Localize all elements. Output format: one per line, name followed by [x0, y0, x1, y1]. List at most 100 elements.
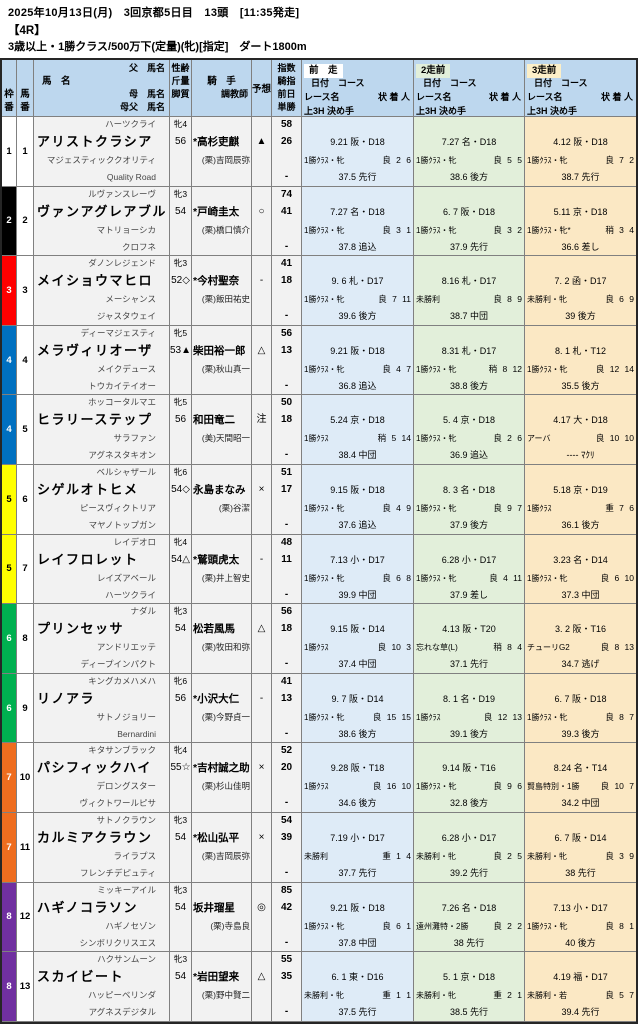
index-cell: 56 18 -	[272, 604, 302, 674]
frame-cell: 7	[2, 812, 17, 883]
run-date-course: 4.17 大・D18	[553, 415, 608, 426]
horse-number: 8	[22, 632, 28, 644]
sire-name: ダノンレジェンド	[88, 258, 156, 269]
frame-number: 6	[6, 632, 12, 644]
run-last3f: 38.5 先行	[449, 1007, 489, 1018]
run2-cell: 7.27 名・D18 1勝ｸﾗｽ・牝 良 5 5 38.6 後方	[414, 117, 525, 187]
run-race-name: 1勝ｸﾗｽ・牝	[304, 225, 345, 235]
jockey-name: *岩田望来	[193, 971, 240, 984]
run-race-name: 未勝利・牝	[416, 851, 456, 861]
sire-name: ホッコータルマエ	[87, 397, 156, 408]
frame-number: 7	[6, 841, 12, 853]
prediction-mark: △	[257, 971, 266, 983]
run-last3f: 39.1 後方	[449, 728, 489, 739]
table-row: 7 11 サトノクラウン カルミアクラウン ライラプス フレンチデピュティ 牝3…	[2, 812, 636, 883]
horse-number-cell: 6	[17, 464, 34, 535]
horse-number-cell: 2	[17, 186, 34, 257]
run-result: 稍 8 4	[493, 642, 522, 653]
run-date-course: 8. 1 名・D19	[442, 693, 496, 704]
speed-index: 52	[280, 745, 293, 757]
run-race-name: 1勝ｸﾗｽ	[304, 643, 329, 653]
run-result: 重 1 4	[382, 850, 411, 861]
run-result: 良 2 2	[493, 920, 522, 931]
trainer-name: (栗)杉山佳明	[201, 781, 250, 792]
frame-number: 1	[6, 145, 12, 157]
profile-cell: 牝3 52◇	[170, 256, 192, 326]
win-odds: -	[284, 171, 289, 182]
run-result: 良 8 1	[605, 920, 634, 931]
run-last3f: 38.6 後方	[338, 728, 377, 739]
frame-cell: 2	[2, 186, 17, 257]
horse-number-cell: 8	[17, 604, 34, 674]
frame-number: 7	[6, 772, 12, 784]
run-last3f: 39.9 中団	[338, 589, 377, 600]
jockey-index: 39	[280, 831, 293, 843]
damsire-name: シンボリクリスエス	[79, 937, 156, 948]
horse-number: 10	[19, 772, 31, 784]
jockey-cell: 松若風馬 (栗)牧田和弥	[192, 604, 252, 674]
damsire-name: アグネスデジタル	[88, 1007, 156, 1018]
horse-number-column-header: 馬 番	[17, 60, 34, 117]
frame-number: 2	[6, 215, 12, 227]
table-row: 3 3 ダノンレジェンド メイショウマヒロ メーシャンス ジャスタウェイ 牝3 …	[2, 256, 636, 326]
run3-cell: 7. 2 函・D17 未勝利・牝 良 6 9 39 後方	[525, 256, 636, 326]
speed-index: 54	[280, 814, 293, 826]
prediction-mark: ×	[258, 831, 265, 843]
sex-age: 牝4	[173, 745, 188, 756]
frame-cell: 1	[2, 117, 17, 187]
profile-cell: 牝6 56	[170, 673, 192, 744]
horse-number-cell: 5	[17, 395, 34, 465]
jockey-name: 和田竜二	[193, 414, 235, 427]
pedigree-column-header: 父 馬名 馬 名 母 馬名 母父 馬名	[34, 60, 170, 117]
horse-name: アリストクラシア	[37, 134, 153, 149]
trainer-name: (栗)吉岡辰弥	[201, 155, 250, 165]
run-date-course: 7.13 小・D17	[330, 554, 385, 565]
run-date-course: 9.14 阪・T16	[442, 763, 496, 774]
speed-index: 41	[280, 675, 293, 687]
run-race-name: 1勝ｸﾗｽ	[416, 712, 441, 722]
carried-weight: 56	[174, 414, 187, 426]
trainer-name: (栗)秋山真一	[201, 363, 250, 374]
last-run-cell: 7.13 小・D17 1勝ｸﾗｽ・牝 良 6 8 39.9 中団	[302, 534, 414, 605]
sex-age: 牝3	[173, 884, 188, 895]
run-date-course: 5. 4 京・D18	[442, 415, 496, 426]
sex-age: 牝3	[173, 954, 188, 965]
sire-name: レイデオロ	[113, 536, 156, 547]
jockey-cell: *戸崎圭太 (栗)橋口慎介	[192, 186, 252, 257]
speed-index: 56	[280, 606, 293, 618]
damsire-name: ディープインパクト	[80, 659, 156, 670]
run-race-name: アーバ	[527, 434, 551, 444]
run-date-course: 7.19 小・D17	[330, 832, 385, 843]
run-result: 稍 8 12	[488, 363, 522, 374]
run-result: 良 8 9	[493, 294, 522, 305]
run-result: 良 2 5	[493, 850, 522, 861]
profile-cell: 牝6 54◇	[170, 464, 192, 535]
run-race-name: 1勝ｸﾗｽ・牝	[416, 573, 457, 583]
frame-number: 4	[6, 424, 12, 436]
horse-number: 1	[22, 145, 28, 157]
run-date-course: 3.23 名・D14	[553, 554, 608, 565]
dam-name: メイクデュース	[97, 363, 156, 374]
carried-weight: 54	[174, 971, 187, 983]
run-result: 良 4 11	[489, 572, 522, 583]
run-result: 良 10 10	[595, 433, 634, 444]
run-last3f: 37.7 先行	[338, 867, 377, 878]
profile-cell: 牝4 56	[170, 117, 192, 187]
carried-weight: 52◇	[171, 275, 190, 287]
horse-number-cell: 10	[17, 743, 34, 813]
run-race-name: 未勝利	[416, 295, 440, 305]
horse-number-cell: 3	[17, 256, 34, 326]
table-row: 5 7 レイデオロ レイフロレット レイズアベール ハーツクライ 牝4 54△ …	[2, 534, 636, 605]
run-date-course: 5.18 京・D19	[553, 484, 608, 495]
dam-name: ピースヴィクトリア	[79, 502, 156, 513]
last-run-label: 前 走	[304, 64, 343, 78]
sex-age: 牝5	[173, 397, 188, 408]
horse-name: カルミアクラウン	[37, 829, 153, 845]
index-cell: 41 13 -	[272, 673, 302, 744]
run3-cell: 8.24 名・T14 賢島特別・1勝 良 10 7 34.2 中団	[525, 743, 636, 813]
run3-cell: 4.12 阪・D18 1勝ｸﾗｽ・牝 良 7 2 38.7 先行	[525, 117, 636, 187]
frame-number: 8	[6, 980, 12, 992]
frame-cell: 6	[2, 673, 17, 744]
last-run-cell: 9. 6 札・D17 1勝ｸﾗｽ・牝 良 7 11 39.6 後方	[302, 256, 414, 326]
run-date-course: 7.27 名・D18	[441, 137, 497, 147]
